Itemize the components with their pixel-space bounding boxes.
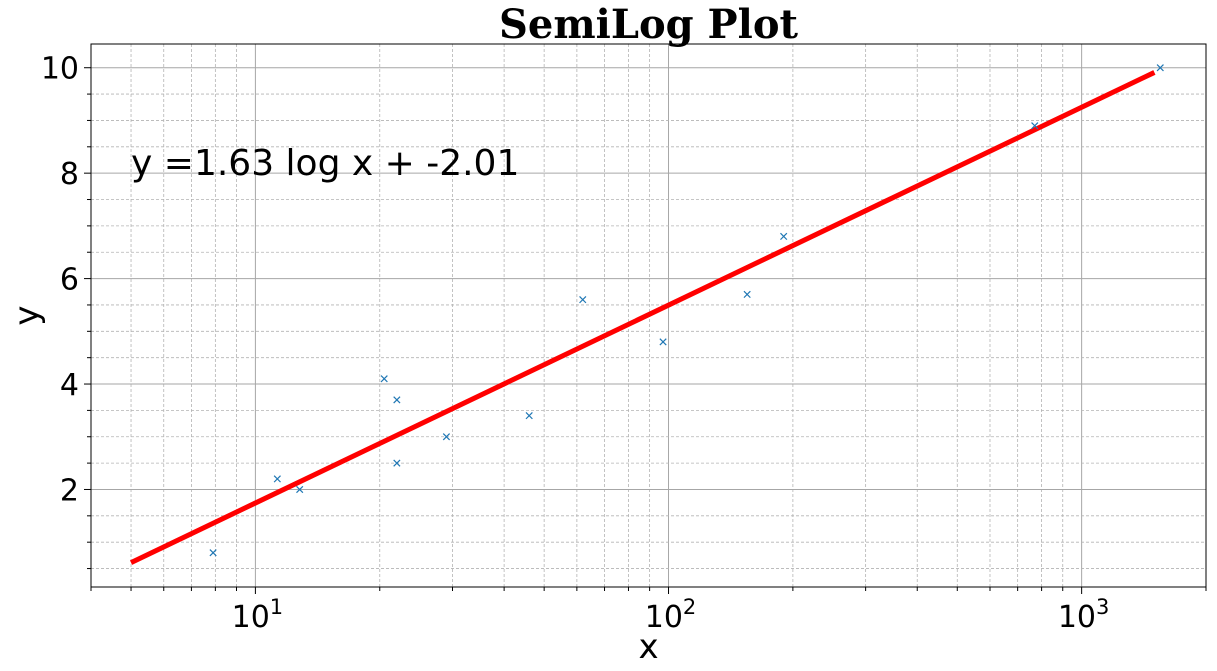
data-point xyxy=(579,296,587,304)
data-point xyxy=(743,290,751,299)
fit-equation-annotation: y =1.63 log x + -2.01 xyxy=(131,143,519,184)
data-point-stroke xyxy=(393,396,401,404)
data-point xyxy=(296,485,304,494)
data-point-stroke xyxy=(442,433,451,441)
grid-lines xyxy=(90,44,1207,587)
x-axis-ticks: 101 102 103 xyxy=(90,587,1207,635)
y-tick-label: 8 xyxy=(60,157,79,192)
y-axis-label: y xyxy=(7,305,47,325)
y-tick-label: 2 xyxy=(60,473,79,508)
data-point-stroke xyxy=(393,459,401,467)
x-tick-label: 102 xyxy=(645,595,697,635)
y-tick-label: 6 xyxy=(60,263,79,298)
fit-line-layer xyxy=(129,70,1156,565)
data-point xyxy=(380,375,388,383)
data-point xyxy=(659,338,667,346)
data-point-stroke xyxy=(780,232,788,241)
y-tick-label: 10 xyxy=(41,52,79,87)
data-point xyxy=(780,232,788,241)
data-point-stroke xyxy=(525,412,533,420)
data-point xyxy=(1156,64,1164,72)
data-point xyxy=(525,412,533,420)
x-axis-label: x xyxy=(638,627,658,667)
data-point xyxy=(393,396,401,404)
data-points-layer xyxy=(209,64,1164,557)
x-tick-label: 101 xyxy=(232,595,284,635)
data-point-stroke xyxy=(579,296,587,304)
x-tick-label: 103 xyxy=(1058,595,1110,635)
data-point-stroke xyxy=(273,475,281,483)
chart-title: SemiLog Plot xyxy=(499,1,799,48)
data-point xyxy=(393,459,401,467)
fit-line xyxy=(129,70,1156,565)
data-point-stroke xyxy=(1031,122,1039,130)
data-point xyxy=(273,475,281,483)
data-point xyxy=(209,549,217,557)
data-point-stroke xyxy=(1156,64,1164,72)
data-point xyxy=(442,433,451,441)
y-axis-ticks: 2 4 6 8 10 xyxy=(41,52,91,570)
data-point-stroke xyxy=(380,375,388,383)
data-point-stroke xyxy=(659,338,667,346)
y-tick-label: 4 xyxy=(60,368,79,403)
plot-frame xyxy=(90,43,1207,588)
data-point xyxy=(1031,122,1039,130)
data-point-stroke xyxy=(296,485,304,494)
data-point-stroke xyxy=(743,290,751,299)
data-point-stroke xyxy=(209,549,217,557)
